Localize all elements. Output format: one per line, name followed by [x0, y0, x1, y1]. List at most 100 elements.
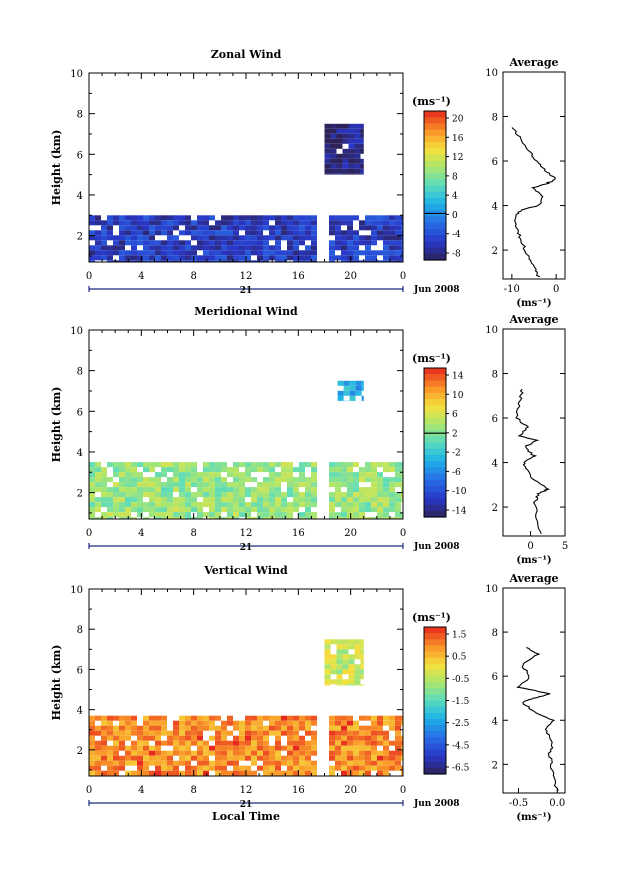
- heatmap-cell: [89, 462, 95, 468]
- heatmap-cell: [311, 770, 317, 776]
- heatmap-cell: [275, 250, 281, 256]
- heatmap-cell: [353, 472, 359, 478]
- heatmap-cell: [383, 760, 389, 766]
- heatmap-cell: [173, 482, 179, 488]
- heatmap-cell: [209, 492, 215, 498]
- heatmap-cell: [227, 760, 233, 766]
- heatmap-cell: [113, 492, 119, 498]
- heatmap-cell: [239, 740, 245, 746]
- heatmap-cell: [348, 123, 355, 129]
- heatmap-cell: [215, 255, 221, 261]
- heatmap-cell: [395, 482, 401, 488]
- heatmap-cell: [131, 255, 137, 261]
- heatmap-cell: [185, 220, 191, 226]
- heatmap-cell: [287, 725, 293, 731]
- heatmap-cell: [119, 215, 125, 221]
- heatmap-cell: [348, 669, 355, 675]
- heatmap-cell: [353, 745, 359, 751]
- heatmap-cell: [131, 760, 137, 766]
- heatmap-cell: [377, 765, 383, 771]
- heatmap-cell: [389, 215, 395, 221]
- heatmap-cell: [113, 740, 119, 746]
- heatmap-cell: [143, 765, 149, 771]
- colorbar-band: [424, 688, 446, 695]
- heatmap-cell: [185, 477, 191, 483]
- heatmap-cell: [101, 735, 107, 741]
- heatmap-cell: [311, 235, 317, 241]
- heatmap-cell: [395, 225, 401, 231]
- heatmap-cell: [389, 245, 395, 251]
- heatmap-cell: [287, 487, 293, 493]
- heatmap-cell: [251, 225, 257, 231]
- heatmap-cell: [371, 225, 377, 231]
- heatmap-cell: [311, 240, 317, 246]
- heatmap-cell: [353, 235, 359, 241]
- heatmap-cell: [209, 720, 215, 726]
- heatmap-cell: [335, 477, 341, 483]
- heatmap-cell: [209, 497, 215, 503]
- heatmap-cell: [342, 684, 349, 686]
- heatmap-cell: [221, 720, 227, 726]
- heatmap-cell: [324, 143, 331, 149]
- heatmap-cell: [401, 745, 403, 751]
- heatmap-cell: [299, 720, 305, 726]
- colorbar-band: [424, 676, 446, 683]
- heatmap-cell: [239, 725, 245, 731]
- y-tick-label: 10: [70, 326, 83, 337]
- heatmap-cell: [167, 230, 173, 236]
- heatmap-cell: [401, 477, 403, 483]
- heatmap-cell: [191, 730, 197, 736]
- heatmap-cell: [389, 260, 395, 262]
- heatmap-cell: [263, 492, 269, 498]
- heatmap-cell: [305, 225, 311, 231]
- heatmap-cell: [251, 215, 257, 221]
- heatmap-cell: [347, 740, 353, 746]
- heatmap-cell: [227, 482, 233, 488]
- heatmap-cell: [341, 492, 347, 498]
- heatmap-cell: [221, 220, 227, 226]
- heatmap-cell: [401, 735, 403, 741]
- heatmap-cell: [251, 715, 257, 721]
- heatmap-cell: [293, 240, 299, 246]
- y-tick-label: 8: [77, 110, 83, 121]
- heatmap-cell: [395, 477, 401, 483]
- heatmap-cell: [287, 715, 293, 721]
- heatmap-cell: [245, 472, 251, 478]
- heatmap-cell: [221, 507, 227, 513]
- heatmap-cell: [101, 715, 107, 721]
- heatmap-cell: [149, 240, 155, 246]
- heatmap-cell: [383, 730, 389, 736]
- heatmap-cell: [95, 482, 101, 488]
- heatmap-cell: [389, 482, 395, 488]
- heatmap-cell: [395, 760, 401, 766]
- heatmap-cell: [203, 512, 209, 518]
- heatmap-cell: [131, 467, 137, 473]
- heatmap-cell: [347, 240, 353, 246]
- heatmap-cell: [155, 755, 161, 761]
- heatmap-cell: [349, 385, 356, 391]
- heatmap-cell: [197, 215, 203, 221]
- heatmap-cell: [377, 760, 383, 766]
- heatmap-cell: [336, 674, 343, 680]
- heatmap-cell: [353, 720, 359, 726]
- colorbar-band: [424, 160, 446, 168]
- heatmap-cell: [311, 492, 317, 498]
- heatmap-cell: [143, 492, 149, 498]
- heatmap-cell: [107, 462, 113, 468]
- heatmap-cell: [359, 715, 365, 721]
- heatmap-cell: [251, 250, 257, 256]
- colorbar-tick-label: 1.5: [452, 631, 467, 641]
- heatmap-cell: [233, 235, 239, 241]
- heatmap-cell: [173, 765, 179, 771]
- heatmap-cell: [389, 255, 395, 261]
- heatmap-cell: [257, 715, 263, 721]
- colorbar-unit: (ms⁻¹): [412, 95, 451, 108]
- heatmap-cell: [335, 502, 341, 508]
- heatmap-cell: [330, 133, 337, 139]
- heatmap-cell: [251, 240, 257, 246]
- heatmap-cell: [341, 770, 347, 776]
- heatmap-cell: [215, 250, 221, 256]
- heatmap-cell: [101, 220, 107, 226]
- heatmap-cell: [335, 497, 341, 503]
- heatmap-cell: [305, 235, 311, 241]
